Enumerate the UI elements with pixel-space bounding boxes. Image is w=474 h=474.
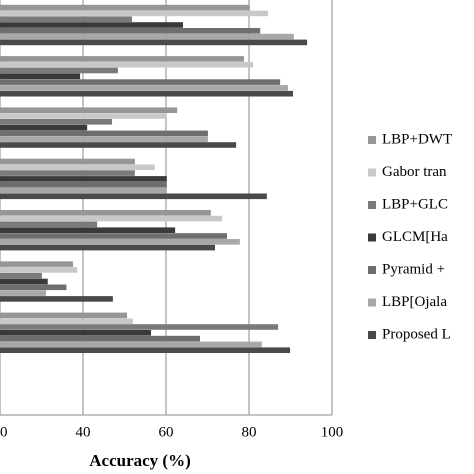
bar [0,39,308,46]
x-tick-label: 80 [242,424,257,440]
bar [0,210,211,216]
bar [0,341,262,348]
bar [0,67,118,74]
bar [0,312,127,319]
x-tick-label: 100 [321,424,344,440]
bar [0,318,133,324]
legend-swatch [368,168,376,177]
bar [0,347,291,353]
bar [0,181,167,188]
bar [0,79,281,85]
bar [0,85,289,91]
bar [0,244,215,251]
bar [0,267,78,273]
legend-swatch [368,136,376,144]
bar [0,142,237,148]
x-tick-label: 20 [0,424,8,440]
bar [0,278,48,285]
bar [0,221,98,228]
legend-label: LBP+DWT [382,131,452,147]
legend-swatch [368,298,376,307]
bar [0,33,294,40]
legend-label: LBP+GLC [382,196,448,212]
bar [0,90,293,97]
x-axis-label: Accuracy (%) [89,451,191,470]
bar [0,124,88,131]
bar [0,170,135,176]
bar [0,227,176,233]
bar [0,28,261,34]
legend-swatch [368,201,376,209]
legend-label: Pyramid + [382,261,445,277]
bar [0,296,113,302]
bar [0,107,178,113]
bar [0,335,201,342]
bar [0,164,155,171]
bar [0,158,135,165]
bar [0,73,81,80]
bar [0,136,208,142]
bar [0,193,267,200]
bar [0,61,254,68]
legend-label: Gabor tran [382,164,447,180]
x-tick-label: 40 [76,424,91,440]
bar [0,324,279,330]
bar [0,176,167,182]
legend-label: Proposed L [382,326,451,342]
bar [0,290,47,296]
bar [0,261,74,267]
legend-swatch [368,233,376,242]
legend-label: GLCM[Ha [382,229,448,245]
x-tick-label: 60 [159,424,174,440]
bar [0,22,184,28]
bar [0,56,245,62]
bar [0,233,228,239]
legend-label: LBP[Ojala [382,294,447,310]
bar [0,330,152,336]
bar [0,16,132,22]
bar [0,119,113,125]
bar [0,130,208,137]
legend-swatch [368,331,376,339]
bar [0,239,240,245]
bar [0,272,42,279]
bar [0,215,223,222]
bar [0,187,167,194]
legend-swatch [368,266,376,274]
bar [0,4,250,11]
bar [0,10,269,17]
bar [0,284,67,291]
bar [0,113,167,119]
